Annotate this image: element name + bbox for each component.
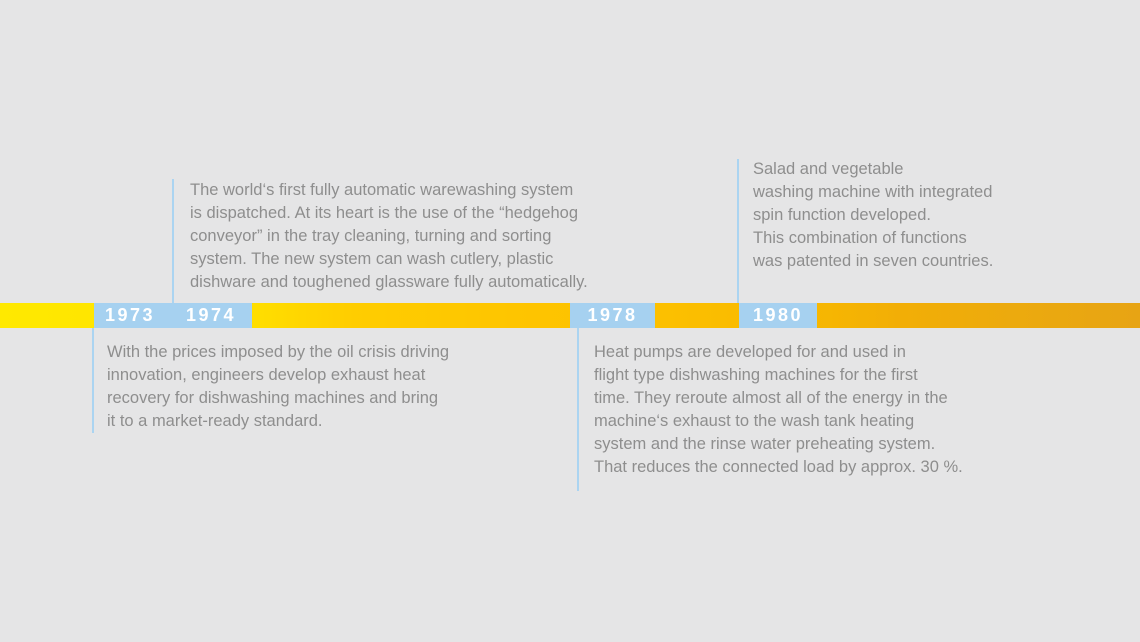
year-label-1980[interactable]: 1980 [752, 305, 804, 325]
year-marker-1980[interactable]: 1980 [739, 303, 817, 328]
connector-line-1973 [92, 328, 94, 433]
event-text-1978: Heat pumps are developed for and used in… [594, 343, 963, 476]
year-label-1974[interactable]: 1974 [185, 305, 236, 325]
event-text-1973: With the prices imposed by the oil crisi… [107, 343, 450, 430]
event-text-1974: The world‘s first fully automatic warewa… [190, 181, 588, 291]
event-text-1980: Salad and vegetable washing machine with… [753, 160, 994, 270]
year-label-1973[interactable]: 1973 [105, 305, 156, 325]
connector-line-1978 [577, 328, 579, 491]
year-marker-1973-1974[interactable]: 1973 1974 [94, 303, 252, 328]
year-label-1978[interactable]: 1978 [587, 305, 638, 325]
connector-line-1980 [737, 159, 739, 303]
year-marker-1978[interactable]: 1978 [570, 303, 655, 328]
connector-line-1974 [172, 179, 174, 303]
